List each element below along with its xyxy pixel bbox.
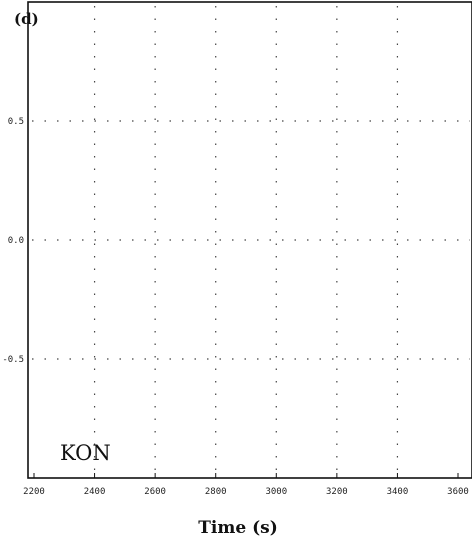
panel-label: (d) <box>14 10 39 28</box>
plot-frame <box>27 1 472 479</box>
x-axis-ticks: 2200 2400 2600 2800 3000 3200 3400 3600 <box>23 473 469 497</box>
x-tick-label: 3000 <box>265 487 287 497</box>
y-tick-label: 0.0 <box>8 236 24 246</box>
x-tick-label: 3400 <box>387 487 409 497</box>
x-tick-label: 3200 <box>326 487 348 497</box>
x-tick-label: 2600 <box>144 487 166 497</box>
x-tick-label: 2400 <box>84 487 106 497</box>
y-tick-label: 0.5 <box>8 117 24 127</box>
station-label: KON <box>60 441 111 465</box>
x-tick-label: 3600 <box>447 487 469 497</box>
x-tick-label: 2800 <box>205 487 227 497</box>
x-axis-title: Time (s) <box>198 518 278 538</box>
y-tick-label: -0.5 <box>2 355 24 365</box>
x-tick-label: 2200 <box>23 487 45 497</box>
y-axis-ticks: 0.5 0.0 -0.5 <box>2 117 24 365</box>
